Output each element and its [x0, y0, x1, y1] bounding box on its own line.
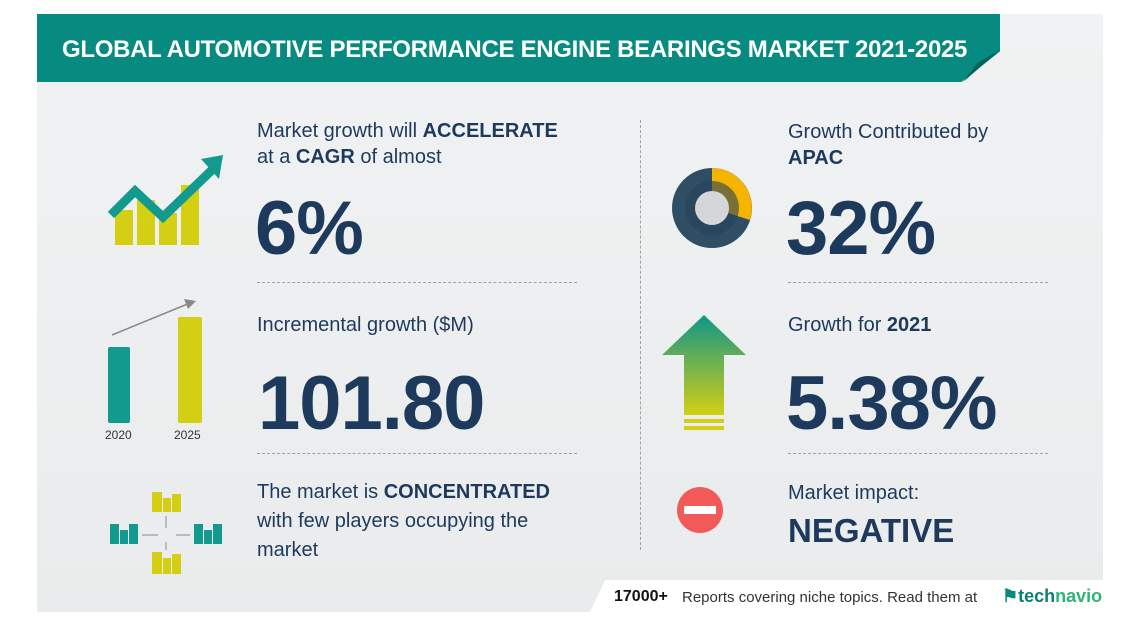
vertical-divider	[640, 120, 641, 550]
concentration-line2: with few players occupying the	[257, 510, 529, 532]
page-title: GLOBAL AUTOMOTIVE PERFORMANCE ENGINE BEA…	[62, 36, 968, 63]
cagr-value: 6%	[255, 186, 364, 271]
title-banner	[37, 14, 1000, 82]
concentration-line1: The market is CONCENTRATED	[257, 481, 550, 503]
buildings-converge-icon	[110, 492, 222, 574]
region-value: 32%	[786, 186, 936, 271]
logo-flag-icon: ⚑	[1002, 586, 1019, 606]
divider	[788, 453, 1048, 454]
divider	[257, 282, 577, 283]
year-end-label: 2025	[174, 428, 201, 442]
divider	[788, 282, 1048, 283]
impact-value: NEGATIVE	[788, 512, 955, 549]
cagr-line2: at a CAGR of almost	[257, 146, 442, 168]
technavio-logo[interactable]: ⚑technavio	[1002, 586, 1103, 606]
incremental-label: Incremental growth ($M)	[257, 314, 474, 336]
footer-strip	[590, 580, 1103, 612]
divider	[257, 453, 577, 454]
yoy-value: 5.38%	[786, 361, 997, 446]
up-arrow-icon	[662, 315, 746, 430]
footer-text: Reports covering niche topics. Read them…	[682, 589, 978, 606]
year-start-label: 2020	[105, 428, 132, 442]
cagr-line1: Market growth will ACCELERATE	[257, 120, 558, 142]
region-label: Growth Contributed by	[788, 121, 989, 143]
region-name: APAC	[788, 147, 844, 169]
report-count: 17000+	[614, 588, 668, 605]
infographic-panel	[37, 14, 1103, 612]
impact-label: Market impact:	[788, 482, 920, 504]
yoy-label: Growth for 2021	[788, 314, 932, 336]
incremental-value: 101.80	[258, 361, 485, 446]
donut-chart-icon	[672, 168, 752, 248]
no-entry-icon	[677, 487, 723, 533]
concentration-line3: market	[257, 539, 319, 561]
growth-chart-icon	[107, 155, 223, 245]
bar-comparison-icon	[108, 299, 202, 423]
